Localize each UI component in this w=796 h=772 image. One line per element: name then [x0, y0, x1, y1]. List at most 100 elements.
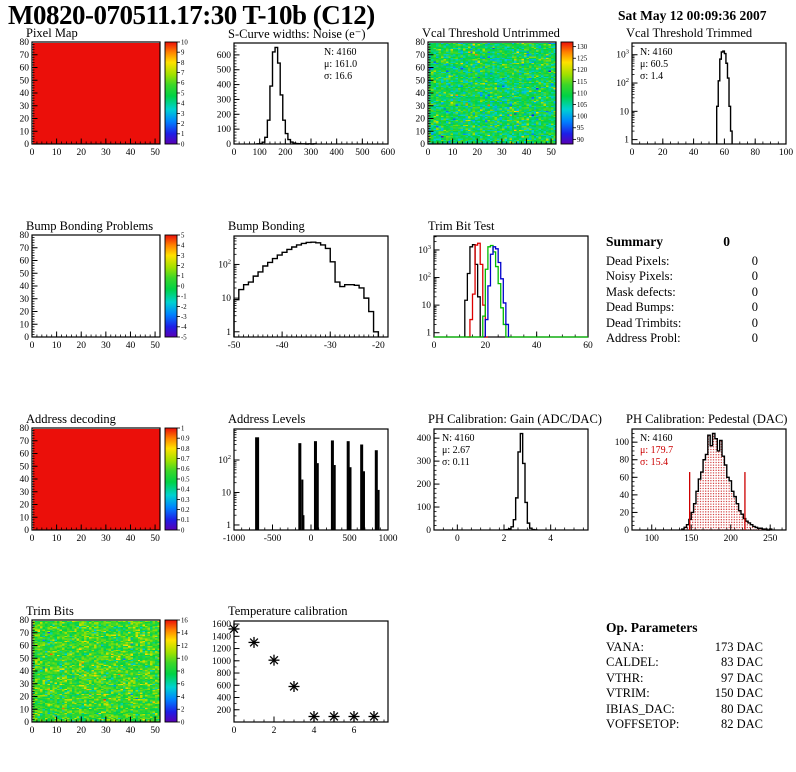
svg-text:2: 2: [272, 726, 277, 736]
svg-text:30: 30: [101, 726, 111, 736]
chart-title: S-Curve widths: Noise (e⁻): [228, 27, 366, 41]
pixel-map-panel: Pixel Map 0 10 20 30 40 50 0 10 20 30 40 50 60 70 80 0 1…: [4, 26, 198, 174]
trim-bits-plot: 0 10 20 30 40 50 0 10 20 30 40 50 60 70 80 0 2 4 6 8 10 12 14 1…: [20, 616, 189, 736]
svg-text:-40: -40: [276, 341, 289, 351]
svg-text:400: 400: [217, 694, 232, 704]
op-parameter-row: VTRIM: 150 DAC: [606, 686, 763, 701]
page-title: M0820-070511.17:30 T-10b (C12): [8, 0, 375, 30]
svg-text:4: 4: [181, 694, 185, 701]
svg-text:0: 0: [630, 148, 635, 158]
chart-title: Address Levels: [228, 412, 306, 426]
svg-text:30: 30: [20, 488, 30, 498]
svg-text:250: 250: [763, 534, 778, 544]
svg-text:40: 40: [620, 491, 630, 501]
svg-text:70: 70: [20, 629, 30, 639]
temperature-calibration-panel: Temperature calibration 0 2 4 6 200 400 600 800…: [200, 604, 394, 752]
svg-text:60: 60: [20, 257, 30, 267]
svg-text:0: 0: [30, 148, 35, 158]
svg-text:20: 20: [620, 508, 630, 518]
svg-text:10: 10: [422, 301, 432, 311]
svg-text:300: 300: [417, 457, 432, 467]
svg-text:0: 0: [30, 726, 35, 736]
bump-bonding-problems-plot: 0 10 20 30 40 50 0 10 20 30 40 50 60 70 80 -5 -4 -3 -2 -1 0 1…: [20, 231, 188, 351]
svg-text:0: 0: [24, 140, 29, 150]
svg-text:2: 2: [181, 263, 185, 270]
svg-text:600: 600: [217, 51, 232, 61]
svg-text:4: 4: [181, 101, 185, 108]
svg-text:20: 20: [658, 148, 668, 158]
svg-text:0.4: 0.4: [181, 487, 190, 494]
scurve-noise-panel: S-Curve widths: Noise (e⁻) 0 100 200 300 400…: [200, 26, 396, 174]
svg-text:0.2: 0.2: [181, 507, 190, 514]
op-parameter-row: VOFFSETOP: 82 DAC: [606, 717, 763, 732]
svg-text:1: 1: [426, 329, 431, 339]
svg-text:10: 10: [52, 726, 62, 736]
svg-text:120: 120: [577, 67, 588, 74]
address-levels-panel: Address Levels -1000 -500 0 500 1000 1 10 102: [200, 412, 398, 560]
op-parameter-row: IBIAS_DAC: 80 DAC: [606, 701, 763, 716]
svg-text:60: 60: [720, 148, 730, 158]
svg-text:80: 80: [20, 616, 30, 626]
svg-text:40: 40: [20, 89, 30, 99]
svg-text:0.9: 0.9: [181, 436, 190, 443]
op-parameter-row: VTHR: 97 DAC: [606, 670, 763, 685]
chart-title: Bump Bonding: [228, 219, 305, 233]
vcal-untrimmed-plot: 0 10 20 30 40 50 0 10 20 30 40 50 60 70 80 90 95 100 105 11…: [416, 38, 588, 158]
chart-title: Temperature calibration: [228, 604, 348, 618]
svg-text:3: 3: [181, 111, 185, 118]
svg-text:10: 10: [20, 705, 30, 715]
trim-bit-test-plot: 0 20 40 60 1 10 102 103: [418, 235, 593, 351]
svg-text:10: 10: [448, 148, 458, 158]
svg-text:60: 60: [20, 642, 30, 652]
svg-text:80: 80: [620, 456, 630, 466]
svg-text:4: 4: [548, 534, 553, 544]
summary-total: 0: [723, 234, 730, 249]
svg-text:-2: -2: [181, 304, 187, 311]
svg-text:40: 40: [20, 282, 30, 292]
svg-text:1: 1: [181, 273, 184, 280]
svg-text:2: 2: [502, 534, 507, 544]
trim-bits-panel: Trim Bits 0 10 20 30 40 50 0 10 20 30 40 50 60 70 80 0 2…: [4, 604, 198, 752]
svg-text:30: 30: [20, 680, 30, 690]
svg-text:50: 50: [150, 726, 160, 736]
svg-text:N: 4160: N: 4160: [442, 433, 475, 444]
svg-text:0.1: 0.1: [181, 517, 190, 524]
svg-text:6: 6: [181, 80, 185, 87]
svg-text:300: 300: [304, 148, 319, 158]
svg-text:4: 4: [181, 243, 185, 250]
svg-text:10: 10: [52, 148, 62, 158]
svg-text:200: 200: [217, 706, 232, 716]
svg-text:1: 1: [226, 521, 231, 531]
svg-text:50: 50: [150, 148, 160, 158]
svg-text:50: 50: [20, 269, 30, 279]
svg-text:2: 2: [181, 707, 185, 714]
svg-text:0.7: 0.7: [181, 456, 190, 463]
svg-text:400: 400: [217, 81, 232, 91]
svg-text:102: 102: [616, 77, 629, 89]
svg-text:100: 100: [217, 125, 232, 135]
trim-bits-heatmap: [32, 620, 160, 722]
chart-title: Bump Bonding Problems: [26, 219, 154, 233]
svg-text:0: 0: [232, 148, 237, 158]
pixel-map-heatmap: [32, 42, 160, 144]
svg-text:100: 100: [645, 534, 660, 544]
svg-text:-30: -30: [324, 341, 337, 351]
svg-text:-4: -4: [181, 324, 187, 331]
svg-text:70: 70: [20, 51, 30, 61]
svg-text:90: 90: [577, 137, 584, 144]
ph-pedestal-panel: PH Calibration: Pedestal (DAC) 100 150 200…: [598, 412, 792, 560]
svg-text:150: 150: [684, 534, 699, 544]
svg-text:0: 0: [24, 718, 29, 728]
svg-text:110: 110: [577, 90, 588, 97]
op-parameters-panel: Op. Parameters VANA: 173 DAC CALDEL: 83 DA…: [606, 620, 763, 732]
svg-text:30: 30: [20, 102, 30, 112]
svg-text:100: 100: [615, 438, 630, 448]
svg-text:-1000: -1000: [223, 534, 245, 544]
svg-text:500: 500: [355, 148, 370, 158]
svg-text:20: 20: [20, 501, 30, 511]
bump-bonding-problems-panel: Bump Bonding Problems 0 10 20 30 40 50 0 10 20 30…: [4, 219, 198, 367]
svg-text:200: 200: [724, 534, 739, 544]
